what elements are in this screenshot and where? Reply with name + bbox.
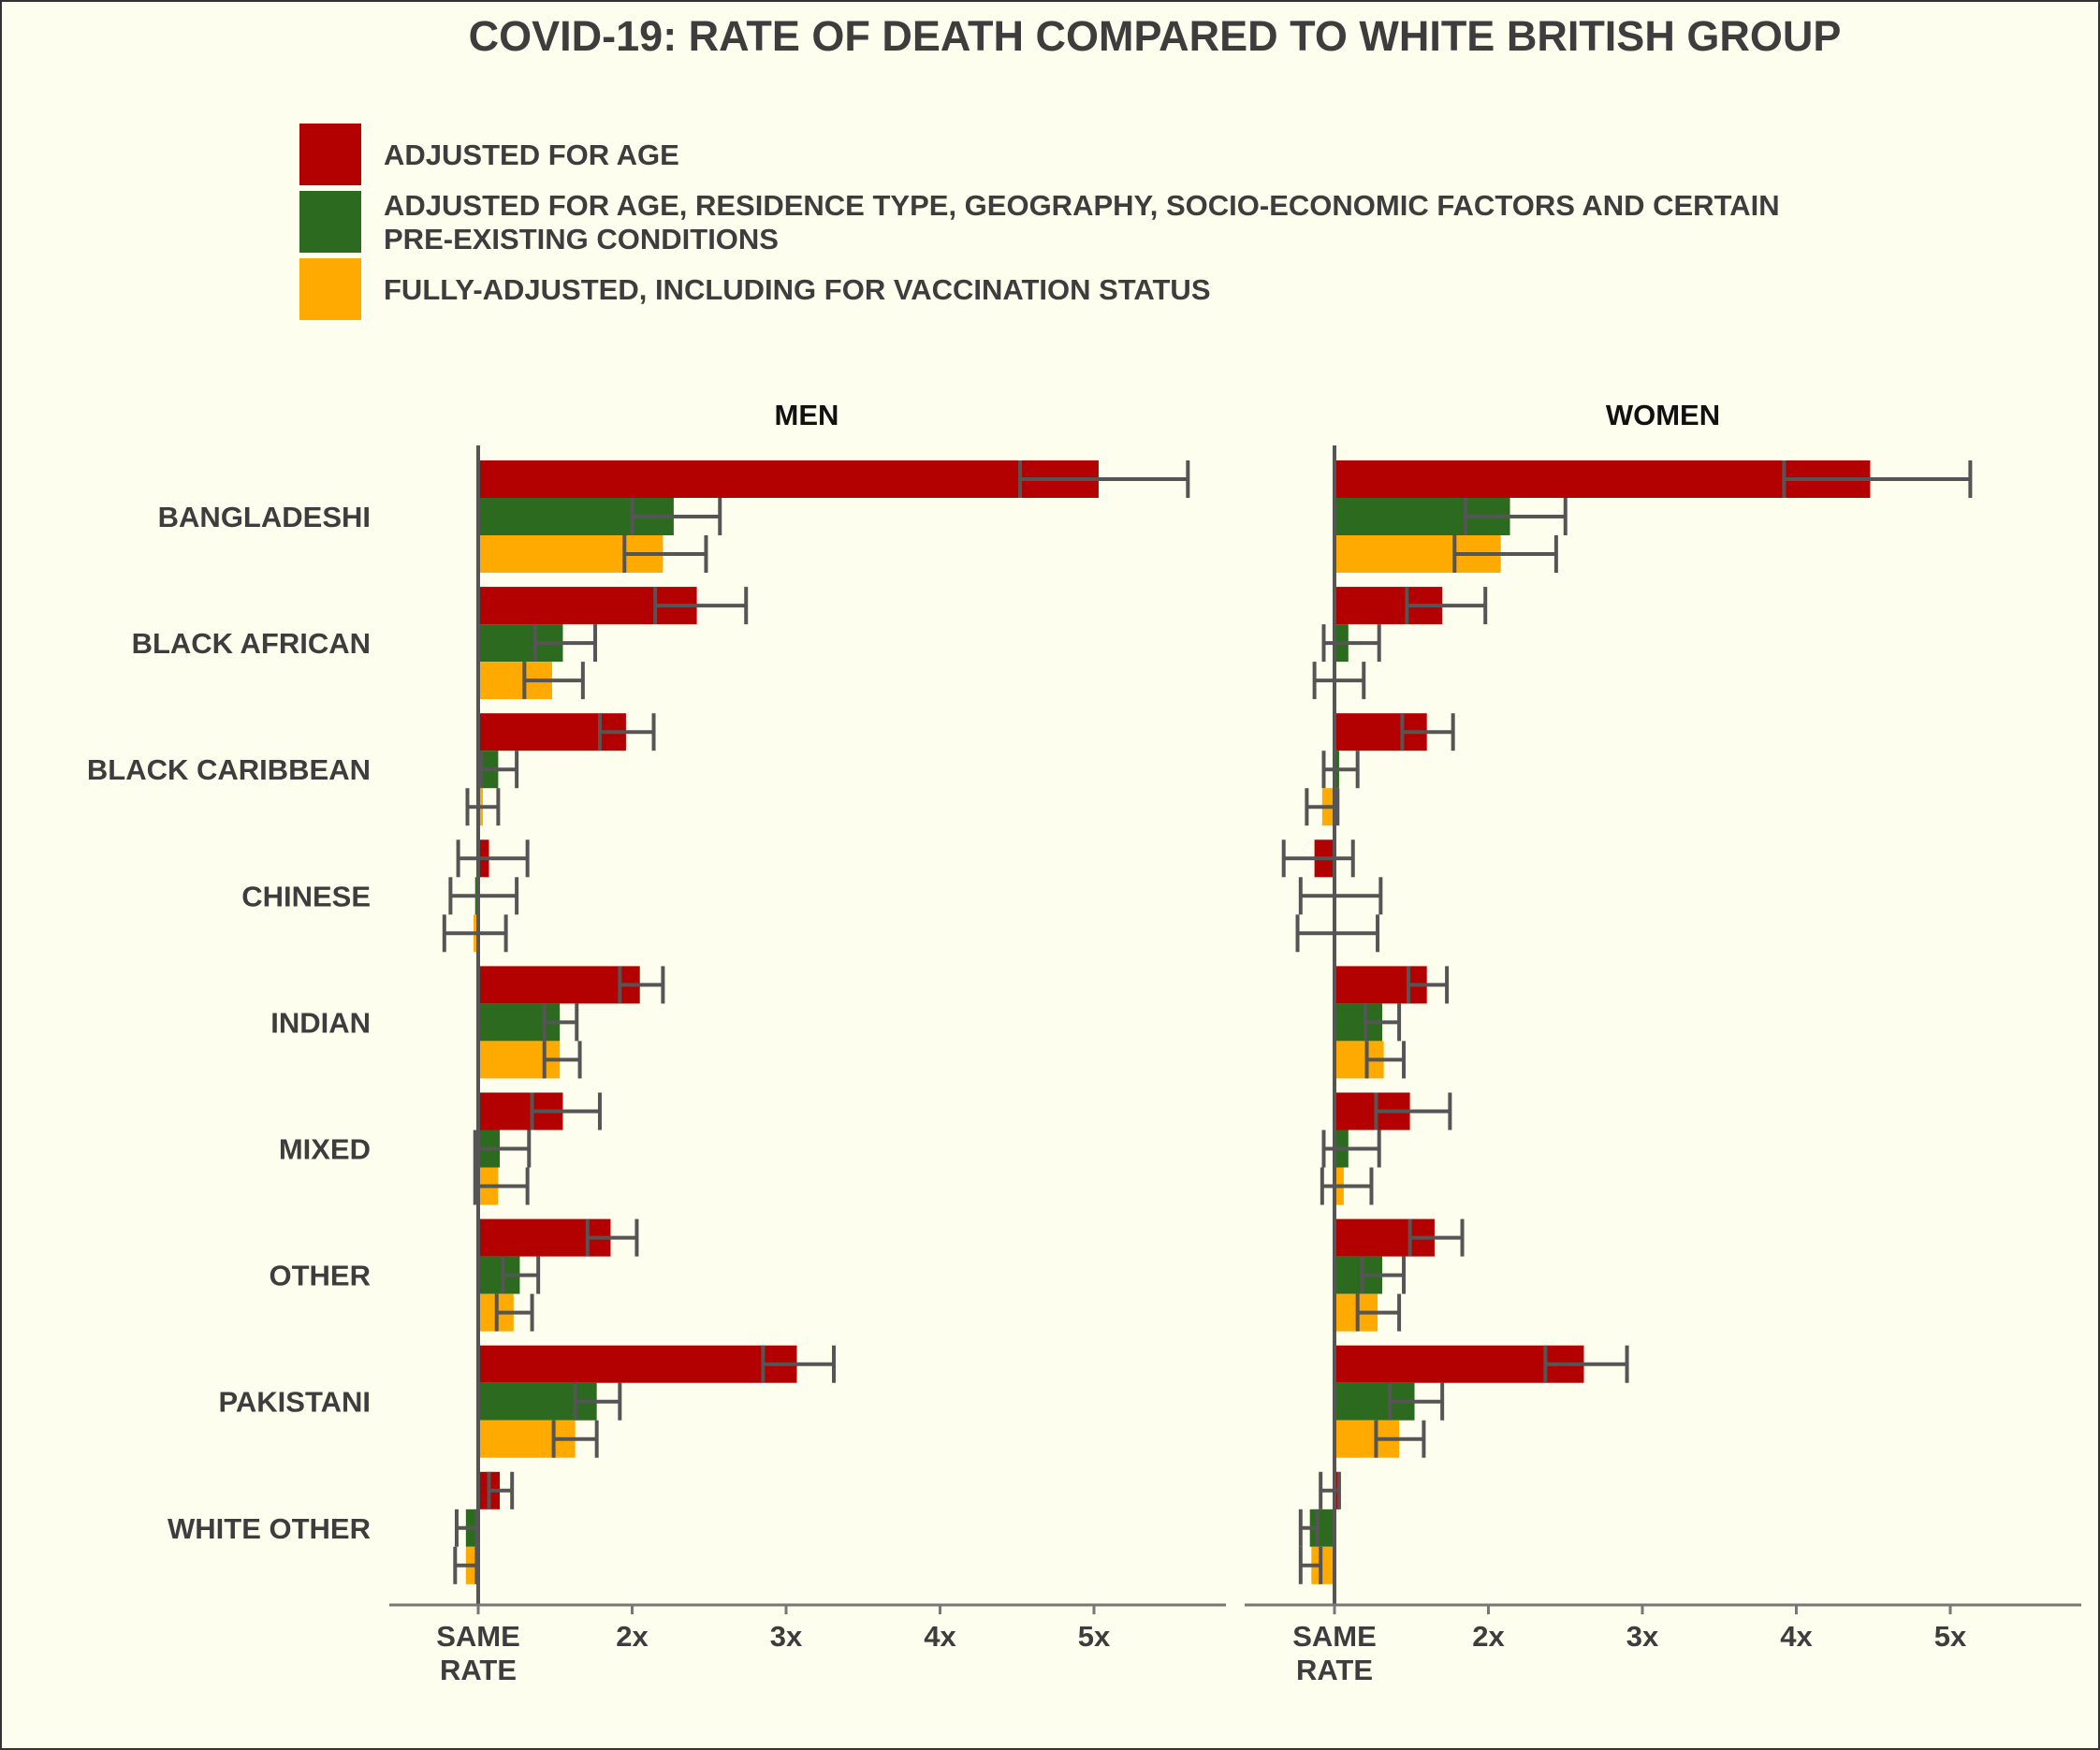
category-label: INDIAN [270, 1006, 371, 1039]
error-bar-women-partial [1298, 877, 1383, 915]
panel-title-women: WOMEN [1606, 399, 1720, 431]
bar-men-age [478, 1345, 797, 1383]
error-bar-men-age [585, 1218, 639, 1257]
category-label: BLACK AFRICAN [132, 627, 371, 660]
x-tick-label-men: 5x [1078, 1620, 1111, 1653]
chart-title: COVID-19: RATE OF DEATH COMPARED TO WHIT… [469, 12, 1842, 60]
error-bar-women-age [1281, 839, 1355, 878]
category-label: CHINESE [241, 880, 371, 912]
error-bar-men-age [1018, 460, 1190, 498]
error-bar-men-full [473, 1167, 530, 1205]
category-label: MIXED [279, 1133, 371, 1166]
x-tick-label-women: RATE [1296, 1654, 1373, 1686]
bar-women-age [1334, 1345, 1584, 1383]
category-label: BLACK CARIBBEAN [87, 753, 371, 786]
error-bar-women-age [1405, 587, 1488, 625]
error-bar-women-age [1407, 1218, 1465, 1257]
y-axis-labels: BANGLADESHI BLACK AFRICAN BLACK CARIBBEAN C… [87, 501, 371, 1545]
legend-label-full: FULLY-ADJUSTED, INCLUDING FOR VACCINATIO… [384, 273, 1211, 306]
legend-label-partial: ADJUSTED FOR AGE, RESIDENCE TYPE, GEOGRA… [384, 189, 1780, 222]
error-bar-women-full [1364, 1041, 1407, 1079]
error-bar-men-age [618, 966, 665, 1004]
category-label: WHITE OTHER [168, 1512, 371, 1545]
error-bar-women-partial [1388, 1382, 1445, 1421]
x-tick-label-women: 2x [1472, 1620, 1505, 1653]
error-bar-men-partial [448, 877, 519, 915]
error-bar-men-full [442, 914, 508, 953]
error-bar-men-full [542, 1041, 582, 1079]
error-bar-men-age [761, 1345, 836, 1383]
error-bar-men-full [522, 662, 585, 700]
bar-men-age [478, 460, 1099, 498]
error-bar-women-partial [1321, 751, 1360, 789]
error-bar-women-full [1305, 788, 1340, 826]
x-tick-label-men: SAME [436, 1620, 520, 1653]
error-bar-men-age [530, 1092, 602, 1130]
error-bar-women-full [1452, 535, 1558, 573]
error-bar-women-full [1374, 1420, 1426, 1458]
error-bar-women-full [1312, 662, 1366, 700]
error-bar-women-age [1374, 1092, 1452, 1130]
x-tick-label-men: RATE [440, 1654, 517, 1686]
error-bar-women-age [1543, 1345, 1629, 1383]
category-label: OTHER [270, 1260, 372, 1292]
x-tick-label-women: SAME [1292, 1620, 1377, 1653]
panel-title-men: MEN [775, 399, 839, 431]
x-tick-label-women: 5x [1934, 1620, 1967, 1653]
x-tick-label-women: 3x [1626, 1620, 1659, 1653]
x-tick-label-men: 4x [924, 1620, 956, 1653]
error-bar-men-partial [479, 751, 519, 789]
x-tick-label-men: 2x [616, 1620, 649, 1653]
category-label: PAKISTANI [219, 1386, 371, 1419]
bar-women-age [1334, 460, 1871, 498]
error-bar-men-partial [630, 498, 722, 535]
error-bar-men-partial [501, 1256, 541, 1294]
error-bar-women-partial [1321, 624, 1381, 663]
error-bar-men-full [465, 788, 501, 826]
legend-label-age: ADJUSTED FOR AGE [384, 139, 679, 171]
legend-swatch-partial [299, 191, 361, 253]
error-bar-men-age [597, 713, 656, 751]
error-bar-men-partial [473, 1130, 532, 1168]
bar-men-age [478, 966, 640, 1004]
error-bar-women-partial [1363, 1003, 1402, 1042]
legend-swatch-age [299, 124, 361, 185]
error-bar-men-partial [573, 1382, 622, 1421]
error-bar-men-partial [542, 1003, 579, 1042]
error-bar-women-partial [1321, 1130, 1381, 1168]
x-tick-label-men: 3x [770, 1620, 803, 1653]
error-bar-women-full [1298, 1546, 1323, 1584]
legend: ADJUSTED FOR AGE ADJUSTED FOR AGE, RESIDE… [299, 124, 1780, 320]
error-bar-women-partial [1463, 498, 1568, 535]
error-bar-men-age [456, 839, 530, 878]
error-bar-men-full [494, 1293, 534, 1332]
error-bar-women-full [1320, 1167, 1374, 1205]
error-bar-men-age [653, 587, 749, 625]
x-tick-label-women: 4x [1780, 1620, 1813, 1653]
category-label: BANGLADESHI [158, 501, 371, 533]
error-bar-women-age [1406, 966, 1450, 1004]
error-bar-women-age [1400, 713, 1455, 751]
legend-label-partial: PRE-EXISTING CONDITIONS [384, 223, 779, 255]
error-bar-women-full [1295, 914, 1380, 953]
error-bar-women-partial [1298, 1509, 1320, 1547]
legend-swatch-full [299, 258, 361, 320]
error-bar-women-age [1782, 460, 1973, 498]
error-bar-women-full [1355, 1293, 1402, 1332]
error-bar-men-full [551, 1420, 599, 1458]
error-bar-men-full [622, 535, 708, 573]
error-bar-men-age [487, 1471, 515, 1509]
error-bar-men-partial [532, 624, 598, 663]
error-bar-women-partial [1360, 1256, 1407, 1294]
